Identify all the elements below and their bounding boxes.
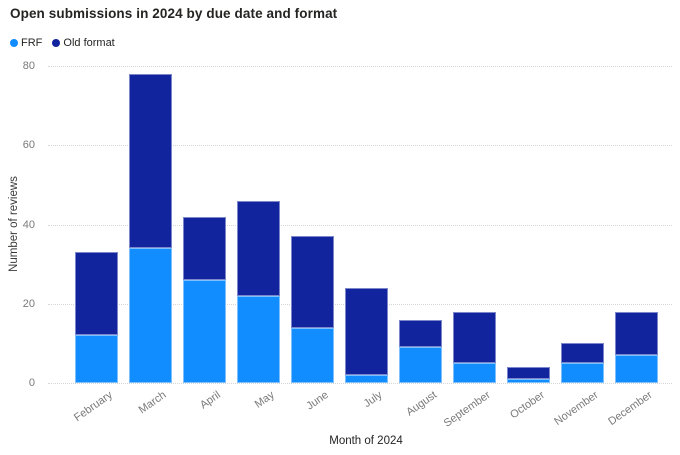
legend-marker-icon [10, 39, 18, 47]
x-axis-label: March [136, 389, 169, 417]
bar-segment-old-format-december[interactable] [614, 311, 658, 356]
bar-august [393, 66, 447, 383]
bar-segment-frf-september[interactable] [452, 363, 496, 383]
legend-item-label: FRF [21, 37, 43, 49]
x-axis-label: September [441, 389, 493, 430]
legend: FRF Old format [10, 37, 115, 49]
bar-july [339, 66, 393, 383]
bar-segment-frf-march[interactable] [128, 248, 172, 383]
bar-segment-old-format-may[interactable] [236, 200, 280, 296]
bar-segment-frf-may[interactable] [236, 295, 280, 383]
bar-segment-frf-april[interactable] [182, 279, 226, 383]
x-axis-label: February [71, 389, 115, 425]
bar-march [123, 66, 177, 383]
bar-june [285, 66, 339, 383]
bar-segment-old-format-march[interactable] [128, 73, 172, 249]
bar-february [69, 66, 123, 383]
bar-november [555, 66, 609, 383]
legend-item-label: Old format [63, 37, 115, 49]
x-axis-label: October [507, 389, 547, 422]
legend-item-old-format[interactable]: Old format [52, 37, 115, 49]
legend-marker-icon [52, 39, 61, 47]
y-axis-title: Number of reviews [8, 176, 20, 272]
gridline [48, 383, 672, 384]
bar-segment-old-format-october[interactable] [506, 367, 550, 380]
bar-segment-frf-november[interactable] [560, 363, 604, 383]
gridline [48, 145, 672, 147]
bar-segment-old-format-february[interactable] [74, 252, 118, 336]
bar-segment-frf-july[interactable] [344, 375, 388, 383]
y-axis-tick-label: 0 [28, 377, 35, 389]
bar-december [609, 66, 663, 383]
bar-segment-frf-december[interactable] [614, 355, 658, 383]
x-axis-label: November [552, 389, 601, 428]
x-axis-label: April [197, 389, 223, 412]
y-axis-tick-label: 20 [22, 297, 35, 310]
bar-may [231, 66, 285, 383]
bar-october [501, 66, 555, 383]
x-axis-label: July [361, 389, 385, 411]
bar-september [447, 66, 501, 383]
bar-segment-old-format-november[interactable] [560, 343, 604, 364]
gridline [48, 224, 672, 226]
x-axis-label: December [606, 389, 655, 428]
x-axis-label: May [252, 389, 277, 411]
bar-segment-frf-february[interactable] [74, 335, 118, 383]
bar-segment-old-format-september[interactable] [452, 311, 496, 364]
plot-area [69, 66, 663, 383]
chart-title: Open submissions in 2024 by due date and… [10, 6, 338, 21]
y-axis-tick-label: 60 [22, 139, 35, 152]
x-axis-label: August [403, 389, 439, 419]
bar-segment-frf-october[interactable] [506, 379, 550, 383]
gridline [48, 66, 672, 67]
bar-segment-frf-august[interactable] [398, 347, 442, 383]
bar-april [177, 66, 231, 383]
legend-item-frf[interactable]: FRF [10, 37, 42, 49]
x-axis-label: June [304, 389, 331, 413]
bar-segment-old-format-august[interactable] [398, 319, 442, 348]
y-axis-tick-label: 80 [22, 60, 35, 72]
x-axis-title: Month of 2024 [329, 435, 403, 447]
bar-segment-old-format-june[interactable] [290, 236, 334, 328]
bar-segment-frf-june[interactable] [290, 327, 334, 383]
y-axis-tick-label: 40 [22, 218, 35, 231]
bar-segment-old-format-april[interactable] [182, 216, 226, 280]
bar-segment-old-format-july[interactable] [344, 287, 388, 376]
